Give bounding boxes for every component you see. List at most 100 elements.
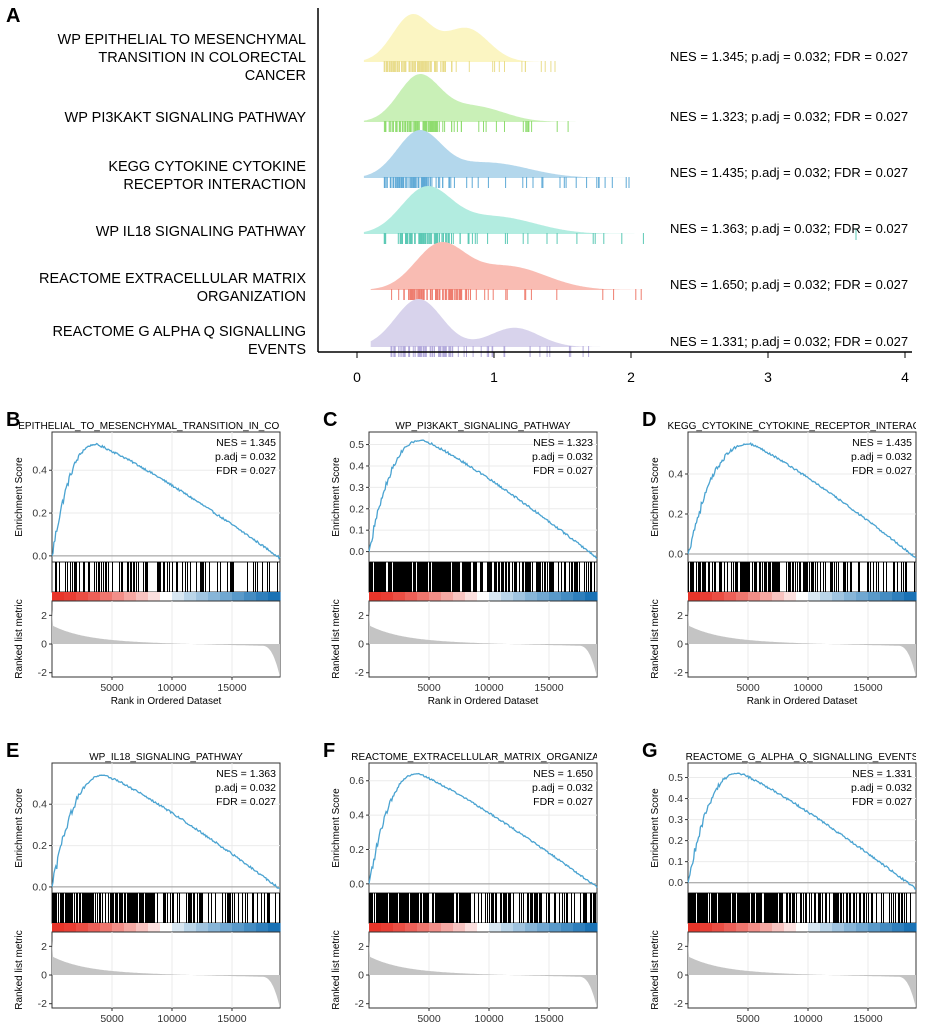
rank-color-segment (136, 923, 149, 932)
rank-color-segment (712, 592, 725, 601)
ridge-label: KEGG CYTOKINE CYTOKINE (108, 159, 306, 175)
ranked-metric-area (369, 609, 597, 678)
rank-color-segment (393, 923, 406, 932)
rank-x-tick-label: 15000 (217, 682, 246, 694)
rank-color-segment (232, 592, 245, 601)
rank-x-tick-label: 15000 (853, 682, 882, 694)
rank-color-segment (537, 592, 550, 601)
rank-color-segment (784, 592, 797, 601)
metric-y-tick-label: 0 (677, 639, 683, 651)
ranked-metric-area (52, 940, 280, 1009)
es-y-tick-label: 0.1 (349, 525, 364, 537)
rank-color-segment (573, 592, 586, 601)
rank-color-segment (489, 923, 502, 932)
ranked-metric-area (688, 940, 916, 1009)
ridge-x-tick-label: 0 (353, 369, 361, 385)
rank-color-segment (124, 923, 137, 932)
gsea-panel-b: BEPITHELIAL_TO_MESENCHYMAL_TRANSITION_IN… (6, 409, 313, 707)
rank-x-tick-label: 5000 (736, 1013, 760, 1025)
metric-y-tick-label: 2 (358, 610, 364, 622)
rank-x-tick-label: 10000 (793, 1013, 822, 1025)
rank-color-segment (148, 592, 161, 601)
enrichment-score-curve (368, 439, 598, 560)
ridge-density-4 (363, 186, 673, 234)
ridge-label: EVENTS (248, 342, 306, 358)
rank-color-segment (172, 923, 185, 932)
panel-label-a: A (6, 5, 20, 27)
rank-color-segment (688, 592, 701, 601)
rank-color-segment (196, 923, 209, 932)
rank-color-segment (736, 592, 749, 601)
rank-color-segment (537, 923, 550, 932)
rank-color-segment (549, 923, 562, 932)
rank-color-segment (453, 592, 466, 601)
rank-color-segment (88, 592, 101, 601)
rank-color-segment (724, 923, 737, 932)
panel-label: B (6, 409, 20, 431)
es-axis-label: Enrichment Score (331, 457, 342, 537)
rank-x-tick-label: 10000 (474, 1013, 503, 1025)
es-y-tick-label: 0.2 (32, 840, 47, 852)
metric-y-tick-label: 0 (358, 639, 364, 651)
rank-color-segment (748, 923, 761, 932)
fdr-value: FDR = 0.027 (852, 465, 912, 477)
rank-color-segment (736, 923, 749, 932)
enrichment-score-curve (687, 772, 917, 890)
es-y-tick-label: 0.0 (349, 546, 364, 558)
rank-x-tick-label: 5000 (100, 1013, 124, 1025)
rank-color-segment (88, 923, 101, 932)
rank-color-segment (184, 923, 197, 932)
ridge-stats: NES = 1.650; p.adj = 0.032; FDR = 0.027 (670, 277, 908, 292)
ridge-x-tick-label: 3 (764, 369, 772, 385)
rank-color-segment (441, 923, 454, 932)
es-y-tick-label: 0.0 (668, 549, 683, 561)
es-y-tick-label: 0.5 (349, 439, 364, 451)
es-y-tick-label: 0.5 (668, 772, 683, 784)
rank-color-segment (501, 923, 514, 932)
ranked-metric-area (369, 940, 597, 1009)
es-y-tick-label: 0.4 (349, 810, 364, 822)
es-y-tick-label: 0.6 (349, 775, 364, 787)
metric-axis-label: Ranked list metric (14, 930, 25, 1009)
rank-color-segment (465, 923, 478, 932)
es-y-tick-label: 0.1 (668, 856, 683, 868)
rank-color-segment (525, 923, 538, 932)
metric-y-tick-label: 2 (41, 941, 47, 953)
padj-value: p.adj = 0.032 (215, 782, 276, 794)
enrichment-score-curve (51, 774, 281, 889)
rank-color-segment (501, 592, 514, 601)
es-plot-frame (687, 762, 917, 894)
es-y-tick-label: 0.4 (32, 465, 47, 477)
rank-color-segment (868, 923, 881, 932)
rank-color-segment (832, 923, 845, 932)
rank-color-segment (700, 592, 713, 601)
rank-color-segment (52, 592, 65, 601)
rank-color-segment (369, 592, 382, 601)
fdr-value: FDR = 0.027 (852, 796, 912, 808)
metric-axis-label: Ranked list metric (14, 599, 25, 678)
rank-color-segment (724, 592, 737, 601)
ridge-x-tick-label: 1 (490, 369, 498, 385)
gsea-panel-title: WP_PI3KAKT_SIGNALING_PATHWAY (395, 421, 571, 432)
rank-x-tick-label: 15000 (853, 1013, 882, 1025)
rank-color-segment (844, 923, 857, 932)
metric-y-tick-label: -2 (355, 998, 364, 1010)
metric-y-tick-label: -2 (355, 667, 364, 679)
rank-color-segment (465, 592, 478, 601)
rank-color-segment (64, 923, 77, 932)
rank-x-tick-label: 10000 (793, 682, 822, 694)
metric-axis-label: Ranked list metric (650, 599, 661, 678)
rank-color-segment (429, 592, 442, 601)
rank-color-segment (820, 592, 833, 601)
rank-color-segment (100, 923, 113, 932)
rank-x-tick-label: 10000 (157, 682, 186, 694)
es-y-tick-label: 0.3 (668, 814, 683, 826)
rank-color-segment (220, 923, 233, 932)
rank-color-segment (381, 923, 394, 932)
ranked-metric-area (688, 609, 916, 678)
metric-y-tick-label: 0 (358, 970, 364, 982)
fdr-value: FDR = 0.027 (216, 796, 276, 808)
ranked-metric-area (52, 609, 280, 678)
gsea-panel-title: EPITHELIAL_TO_MESENCHYMAL_TRANSITION_IN_… (18, 421, 313, 432)
fdr-value: FDR = 0.027 (216, 465, 276, 477)
